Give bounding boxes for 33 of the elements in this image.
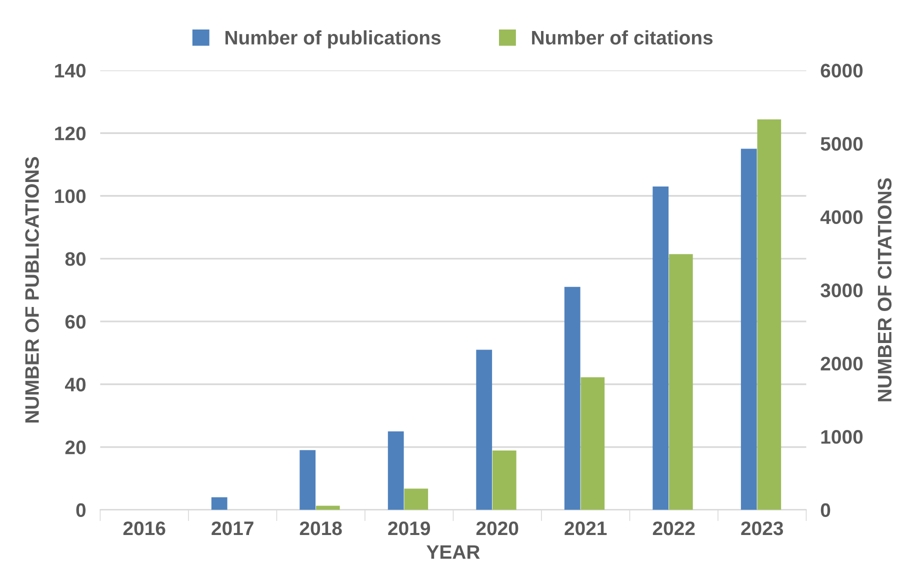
bar [388,431,404,510]
bar [300,450,316,510]
x-tick-label: 2020 [476,521,518,536]
x-tick-label: 2019 [388,521,430,536]
y2-tick-label: 1000 [821,430,863,444]
bar [211,497,228,510]
bar [476,350,492,510]
legend-label: Number of citations [532,30,713,45]
y-tick-label: 120 [55,126,86,140]
y2-tick-label: 5000 [820,137,863,151]
x-tick-label: 2022 [652,521,695,536]
y2-axis-title: NUMBER OF CITATIONS [878,178,892,402]
y2-tick-label: 6000 [820,64,863,78]
y2-tick-label: 2000 [820,356,863,371]
x-tick-label: 2018 [300,521,342,536]
y-tick-label: 40 [64,378,86,392]
y-tick-label: 100 [55,189,86,204]
y2-tick-label: 4000 [820,210,863,224]
y-tick-label: 20 [65,440,86,454]
y-tick-label: 80 [65,252,86,266]
x-tick-label: 2023 [741,521,784,536]
x-axis-title: YEAR [426,545,480,559]
x-tick-label: 2017 [212,521,254,536]
y2-tick-label: 0 [820,503,830,518]
bar [404,488,428,510]
y-axis-title: NUMBER OF PUBLICATIONS [25,157,39,423]
x-tick-label: 2016 [123,521,166,536]
y-tick-label: 0 [76,503,86,518]
legend-label: Number of publications [226,30,441,48]
y-tick-label: 140 [55,64,86,78]
x-tick-label: 2021 [564,521,607,536]
y-tick-label: 60 [65,314,86,329]
y2-tick-label: 3000 [820,284,863,298]
